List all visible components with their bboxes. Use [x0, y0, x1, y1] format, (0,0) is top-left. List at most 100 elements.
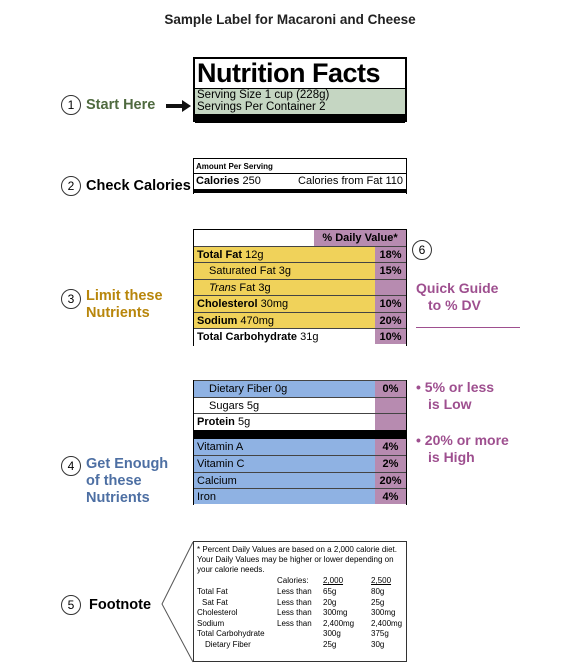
- vitamin-dv: 4%: [375, 488, 406, 505]
- nutrient-row: Protein 5g: [194, 413, 406, 430]
- nutrient-amount: 12g: [245, 249, 264, 261]
- step-number: 2: [61, 176, 81, 196]
- thick-divider: [195, 114, 405, 123]
- nutrient-amount: 30mg: [260, 298, 289, 311]
- nutrient-dv: 10%: [375, 296, 406, 312]
- note-line: • 5% or less: [416, 379, 495, 395]
- footnote-row: Dietary Fiber 25g 30g: [197, 640, 403, 651]
- footnote-cell: 2,400mg: [323, 618, 355, 628]
- amount-per-serving: Amount Per Serving: [194, 158, 406, 173]
- note-line: is High: [428, 449, 475, 465]
- step-1: 1 Start Here: [61, 95, 155, 115]
- nutrient-amount: 31g: [300, 330, 319, 343]
- nutrient-row: Trans Fat 3g: [194, 278, 406, 296]
- footnote-row: Total Carbohydrate 300g 375g: [197, 629, 403, 640]
- nutrient-name: Cholesterol: [197, 298, 258, 311]
- step-number: 6: [412, 240, 432, 260]
- footnote-cell: 2,400mg: [371, 618, 403, 628]
- step-label: Footnote: [89, 596, 152, 613]
- nutrient-dv: [375, 398, 406, 414]
- step-label-line: Limit these: [86, 288, 163, 304]
- calories-value: 250: [242, 175, 261, 187]
- bracket-lines: [161, 541, 194, 663]
- step-label-line: of these: [86, 473, 142, 489]
- step-label-line: Nutrients: [86, 490, 150, 506]
- step-label: Check Calories: [86, 177, 191, 194]
- footnote-table: Calories: 2,000 2,500 Total Fat Less tha…: [197, 576, 403, 650]
- footnote-cell: [277, 640, 323, 651]
- nutrient-name: Trans: [209, 281, 237, 294]
- nutrient-name: Total Carbohydrate: [197, 330, 298, 343]
- arrow-right-icon: [166, 100, 191, 112]
- vitamin-name: Iron: [197, 490, 216, 503]
- vitamin-row: Vitamin C 2%: [194, 455, 406, 472]
- vitamin-row: Iron 4%: [194, 487, 406, 505]
- calories-section: Amount Per Serving Calories 250 Calories…: [193, 158, 407, 194]
- thick-divider: [194, 429, 406, 439]
- footnote-text: * Percent Daily Values are based on a 2,…: [197, 545, 397, 574]
- nutrient-row: Sugars 5g: [194, 397, 406, 414]
- footnote-cell: Cholesterol: [197, 608, 238, 618]
- nutrient-amount: 5g: [237, 416, 251, 429]
- footnote-cell: 300mg: [323, 608, 348, 618]
- nutrient-dv: 15%: [375, 263, 406, 279]
- dv-header: % Daily Value*: [314, 230, 406, 246]
- vitamin-name: Vitamin A: [197, 440, 244, 453]
- quick-guide-underline: [416, 327, 520, 328]
- step-number: 3: [61, 289, 81, 309]
- nutrient-amount: 3g: [278, 265, 291, 278]
- vitamin-name: Calcium: [197, 474, 237, 487]
- dv-low-note: • 5% or less is Low: [416, 379, 494, 413]
- footnote-cell: Less than: [277, 586, 312, 596]
- note-line: • 20% or more: [416, 432, 509, 448]
- quick-guide-line: to % DV: [428, 297, 481, 313]
- footnote-cell: 20g: [323, 597, 337, 607]
- nutrient-row: Dietary Fiber 0g 0%: [194, 380, 406, 397]
- step-label: Get Enough of these Nutrients: [86, 456, 168, 507]
- nutrient-row: Sodium 470mg 20%: [194, 311, 406, 328]
- vitamin-name: Vitamin C: [197, 458, 245, 471]
- footnote-cell: 65g: [323, 586, 337, 596]
- dv-header-row: % Daily Value*: [194, 229, 406, 246]
- footnote-cell: Less than: [277, 608, 312, 618]
- footnote-cell: Total Fat: [197, 586, 228, 596]
- footnote-cell: 2,000: [323, 576, 344, 586]
- footnote-cell: 30g: [371, 639, 385, 649]
- nutrient-dv: 18%: [375, 247, 406, 263]
- footnote-row: Sodium Less than 2,400mg 2,400mg: [197, 619, 403, 630]
- vitamin-dv: 4%: [375, 438, 406, 456]
- limit-nutrients-section: % Daily Value* Total Fat 12g 18% Saturat…: [193, 229, 407, 346]
- footnote-cell: Sat Fat: [202, 597, 228, 607]
- nutrient-row: Total Carbohydrate 31g 10%: [194, 327, 406, 345]
- vitamin-dv: 20%: [375, 472, 406, 488]
- step-label: Start Here: [86, 96, 156, 113]
- nutrient-row: Saturated Fat 3g 15%: [194, 262, 406, 279]
- step-label-line: Nutrients: [86, 305, 150, 321]
- vitamin-row: Calcium 20%: [194, 471, 406, 488]
- step-label: Limit these Nutrients: [86, 288, 163, 322]
- nutrient-name: Total Fat: [197, 249, 243, 261]
- footnote-cell: Less than: [277, 618, 312, 628]
- footnote-box: * Percent Daily Values are based on a 2,…: [193, 541, 407, 662]
- step-2: 2 Check Calories: [61, 176, 191, 196]
- serving-size: Serving Size 1 cup (228g): [197, 89, 330, 101]
- nutrition-header: Nutrition Facts Serving Size 1 cup (228g…: [193, 57, 407, 123]
- footnote-cell: 300mg: [371, 608, 396, 618]
- nutrient-amount: Fat 3g: [239, 281, 271, 294]
- nutrient-dv: [375, 414, 406, 430]
- footnote-row: Sat Fat Less than 20g 25g: [197, 598, 403, 609]
- footnote-cell: Dietary Fiber: [205, 639, 251, 649]
- footnote-cell: 2,500: [371, 576, 392, 586]
- nutrient-amount: 0g: [275, 383, 288, 395]
- medium-divider: [194, 189, 406, 193]
- footnote-cell: Total Carbohydrate: [197, 629, 265, 639]
- footnote-cell: 300g: [323, 629, 341, 639]
- note-line: is Low: [428, 396, 472, 412]
- nutrient-dv: 10%: [375, 328, 406, 345]
- footnote-header-row: Calories: 2,000 2,500: [197, 576, 403, 587]
- footnote-cell: Calories:: [277, 576, 309, 586]
- dv-high-note: • 20% or more is High: [416, 432, 509, 466]
- footnote-cell: 25g: [371, 597, 385, 607]
- step-6: 6: [412, 240, 432, 260]
- serving-info: Serving Size 1 cup (228g) Servings Per C…: [195, 88, 405, 114]
